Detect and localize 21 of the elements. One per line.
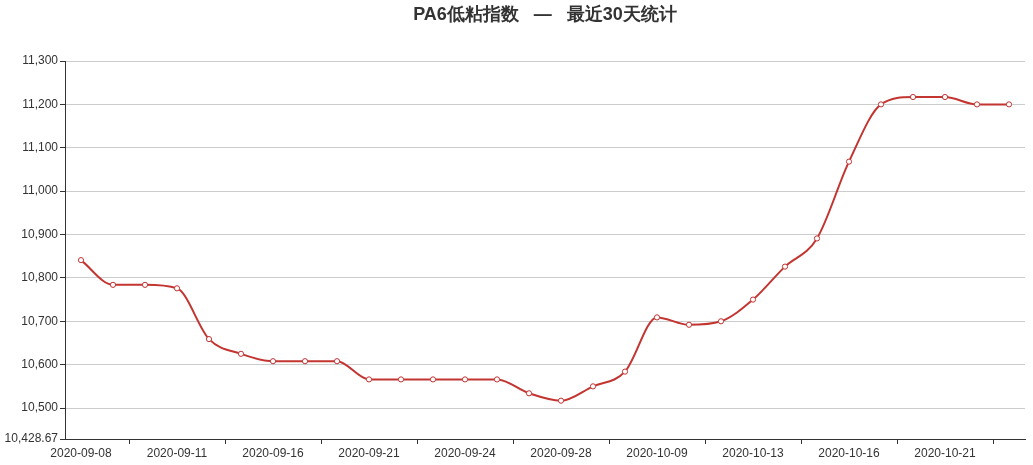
x-tick-label: 2020-09-28 — [530, 445, 593, 460]
x-tick-label: 2020-09-21 — [338, 445, 401, 460]
y-tick-label: 10,700 — [21, 313, 59, 328]
y-tick-label: 11,200 — [22, 96, 59, 111]
y-tick-label: 10,600 — [21, 356, 59, 371]
y-tick-label: 11,300 — [22, 53, 59, 68]
x-tick-label: 2020-10-21 — [914, 445, 977, 460]
y-tick-label: 10,500 — [21, 400, 59, 415]
x-tick-label: 2020-10-09 — [626, 445, 689, 460]
x-tick-label: 2020-09-11 — [146, 445, 208, 460]
chart-title: PA6低粘指数 — 最近30天统计 — [413, 3, 677, 24]
y-tick-label: 11,100 — [22, 140, 59, 155]
y-tick-label: 10,428.67 — [4, 431, 59, 446]
x-tick-label: 2020-09-16 — [242, 445, 305, 460]
y-tick-label: 10,900 — [21, 226, 59, 241]
x-tick-label: 2020-09-08 — [50, 445, 113, 460]
y-tick-label: 11,000 — [22, 183, 59, 198]
x-tick-label: 2020-10-13 — [722, 445, 785, 460]
x-tick-label: 2020-10-16 — [818, 445, 881, 460]
x-tick-label: 2020-09-24 — [434, 445, 497, 460]
y-tick-label: 10,800 — [21, 270, 59, 285]
